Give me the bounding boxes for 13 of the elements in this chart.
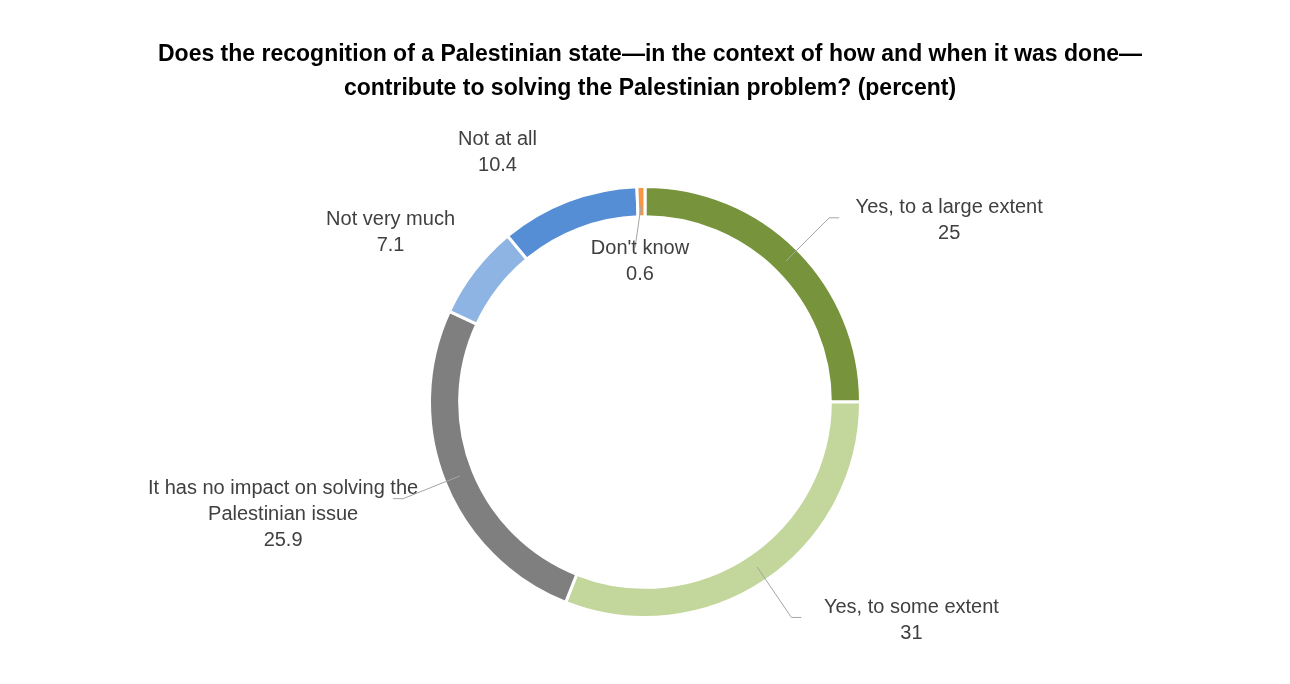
slice-label: Not at all xyxy=(458,127,537,150)
data-label: 31 xyxy=(900,620,923,643)
slice-label: It has no impact on solving the Palestinian issue xyxy=(148,476,419,525)
data-label: 10.4 xyxy=(478,153,517,176)
data-label: 7.1 xyxy=(376,232,405,255)
data-label: 25.9 xyxy=(263,528,303,551)
slice-label: Yes, to some extent xyxy=(823,594,1000,617)
slice-label: Don't know xyxy=(590,236,690,259)
slice-label: Yes, to a large extent xyxy=(855,195,1044,218)
data-label: 0.6 xyxy=(626,262,654,285)
data-label: 25 xyxy=(938,221,961,244)
chart-title: Does the recognition of a Palestinian state—in the context of how and when it was done—contribute to solving the Palestinian problem? (percent) xyxy=(157,39,1143,102)
slice-label: Not very much xyxy=(326,206,456,229)
